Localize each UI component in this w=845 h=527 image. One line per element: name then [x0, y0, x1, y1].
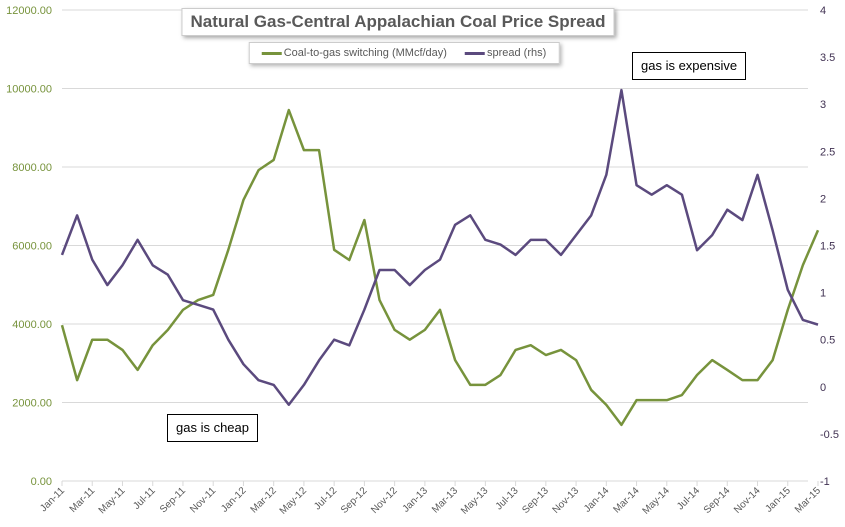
legend-label: spread (rhs): [486, 47, 547, 59]
y-right-tick-label: 1: [820, 288, 826, 300]
annotation-cheap: gas is cheap: [167, 414, 258, 442]
y-right-tick-label: 2.5: [820, 146, 835, 158]
x-tick-label: May-14: [641, 485, 673, 517]
x-tick-label: Jan-15: [763, 485, 793, 515]
y-left-tick-label: 12000.00: [6, 5, 52, 17]
y-left-tick-label: 10000.00: [6, 84, 52, 96]
x-tick-label: Jan-14: [582, 485, 612, 515]
annotation-expensive: gas is expensive: [632, 52, 747, 80]
x-tick-label: Mar-15: [793, 485, 823, 515]
legend-item-spread: spread (rhs): [464, 47, 547, 59]
y-right-tick-label: 3.5: [820, 52, 835, 64]
x-tick-label: Jan-11: [38, 485, 67, 514]
x-tick-label: Mar-14: [611, 485, 641, 515]
x-tick-label: Jul-12: [312, 485, 339, 512]
x-tick-label: Nov-14: [732, 485, 763, 516]
y-left-tick-label: 0.00: [31, 476, 52, 488]
y-right-tick-label: 2: [820, 193, 826, 205]
x-tick-label: Jul-13: [494, 485, 521, 512]
y-left-tick-label: 8000.00: [12, 162, 52, 174]
x-tick-label: Sep-12: [339, 485, 370, 516]
y-left-tick-label: 2000.00: [12, 398, 52, 410]
x-tick-label: Mar-13: [430, 485, 460, 515]
x-tick-label: May-13: [459, 485, 491, 517]
x-tick-label: May-12: [278, 485, 310, 517]
y-left-tick-label: 4000.00: [12, 319, 52, 331]
x-tick-label: Mar-12: [249, 485, 279, 515]
y-right-tick-label: 4: [820, 5, 826, 17]
x-tick-label: Nov-12: [369, 485, 400, 516]
y-right-tick-label: -0.5: [820, 429, 839, 441]
y-left-tick-label: 6000.00: [12, 241, 52, 253]
x-tick-label: Jan-12: [219, 485, 249, 515]
legend: Coal-to-gas switching (MMcf/day) spread …: [248, 42, 560, 64]
y-right-tick-label: 1.5: [820, 241, 835, 253]
x-tick-label: Sep-14: [702, 485, 733, 516]
x-tick-label: Jul-14: [675, 485, 702, 512]
legend-swatch-green: [261, 51, 282, 55]
x-tick-label: Sep-11: [158, 485, 188, 515]
y-right-tick-label: 0.5: [820, 335, 835, 347]
series-line-spread: [60, 88, 819, 406]
legend-item-switching: Coal-to-gas switching (MMcf/day): [261, 47, 447, 59]
legend-label: Coal-to-gas switching (MMcf/day): [283, 47, 447, 59]
y-right-tick-label: -1: [820, 476, 830, 488]
x-tick-label: Sep-13: [520, 485, 551, 516]
x-tick-label: Jul-11: [131, 485, 158, 512]
legend-swatch-purple: [464, 51, 485, 55]
series-line-switching: [60, 108, 820, 427]
x-tick-label: Mar-11: [68, 485, 98, 515]
chart-title: Natural Gas-Central Appalachian Coal Pri…: [181, 8, 615, 36]
x-tick-label: Nov-13: [551, 485, 582, 516]
x-tick-label: Nov-11: [188, 485, 218, 515]
y-right-tick-label: 3: [820, 99, 826, 111]
y-right-tick-label: 0: [820, 382, 826, 394]
x-tick-label: Jan-13: [401, 485, 431, 515]
x-tick-label: May-11: [97, 485, 128, 516]
